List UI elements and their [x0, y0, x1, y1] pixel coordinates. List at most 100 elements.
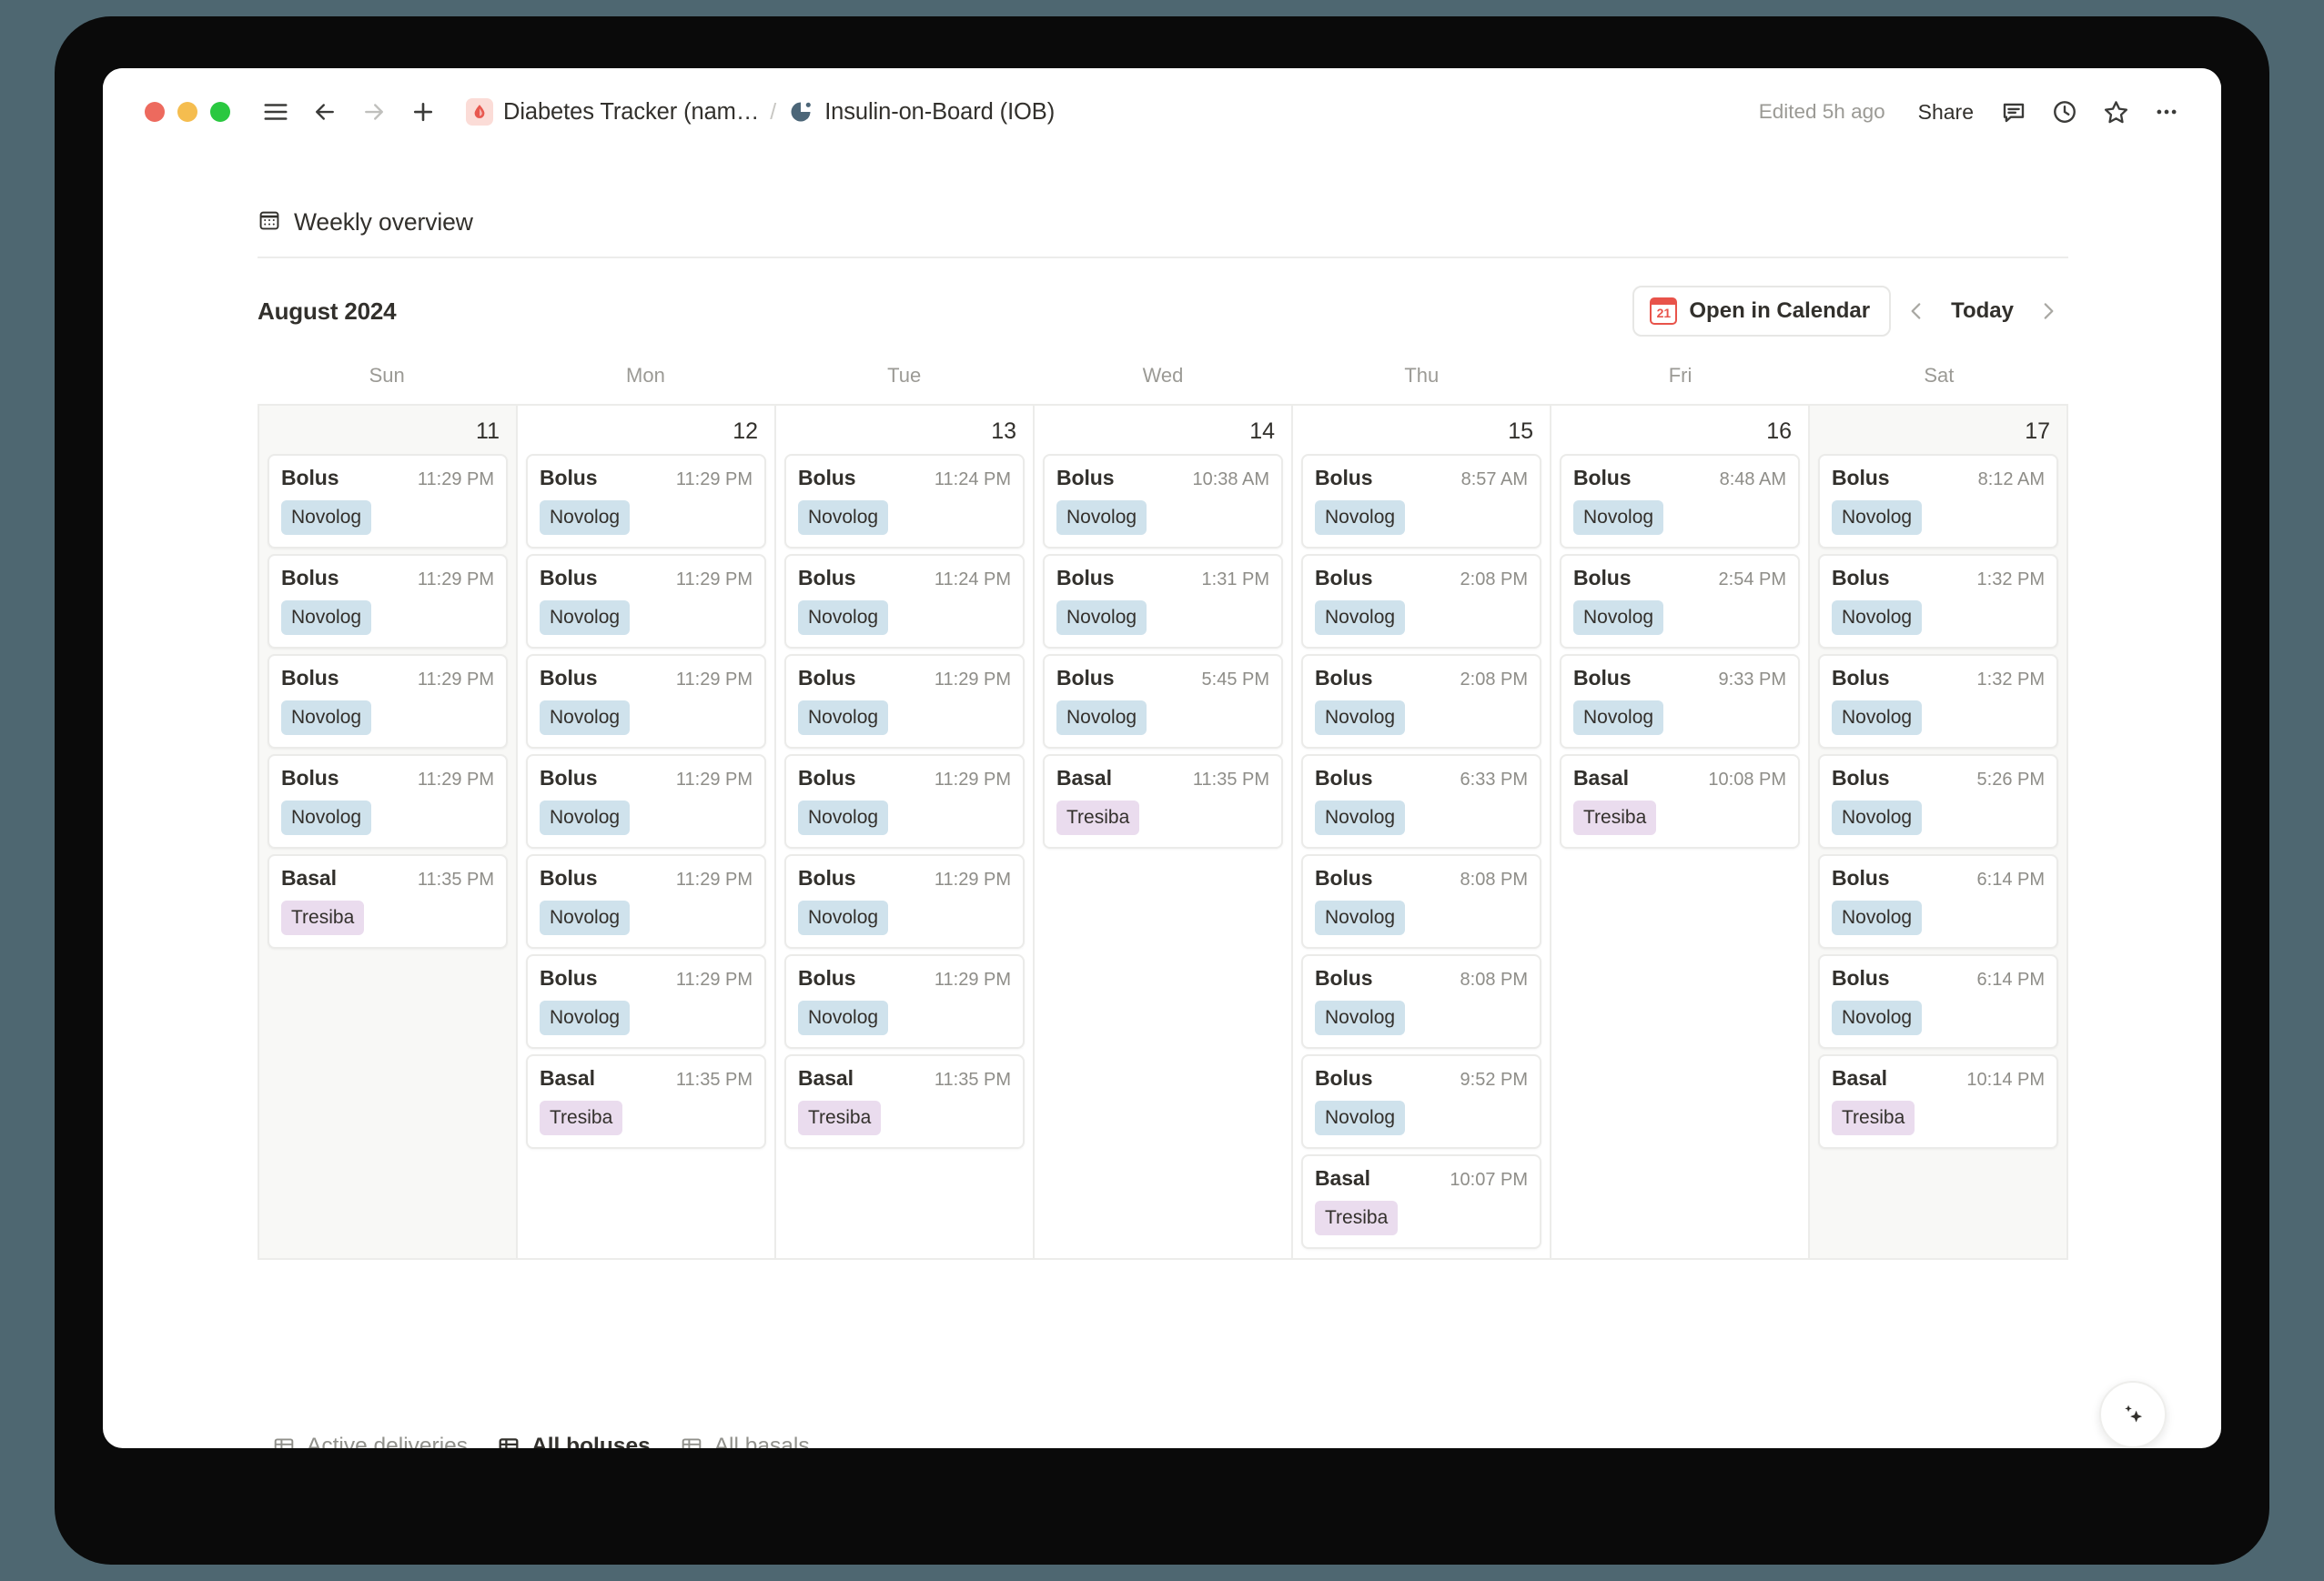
calendar-event-card[interactable]: Bolus 11:29 PM Novolog — [526, 954, 766, 1049]
calendar-event-title: Bolus — [540, 566, 598, 589]
calendar-day-cell[interactable]: 12 Bolus 11:29 PM Novolog Bolus 11:29 PM Novol… — [518, 406, 776, 1260]
calendar-event-header: Bolus 11:29 PM — [281, 566, 494, 590]
calendar-event-card[interactable]: Bolus 6:14 PM Novolog — [1818, 854, 2058, 949]
calendar-day-cell[interactable]: 14 Bolus 10:38 AM Novolog Bolus 1:31 PM Novolo… — [1035, 406, 1293, 1260]
calendar-event-card[interactable]: Basal 11:35 PM Tresiba — [268, 854, 508, 949]
calendar-event-card[interactable]: Bolus 6:14 PM Novolog — [1818, 954, 2058, 1049]
comment-icon[interactable] — [1990, 90, 2037, 134]
calendar-event-card[interactable]: Bolus 11:29 PM Novolog — [784, 654, 1025, 749]
calendar-event-card[interactable]: Basal 10:08 PM Tresiba — [1560, 754, 1800, 849]
calendar-event-card[interactable]: Bolus 11:29 PM Novolog — [268, 454, 508, 549]
calendar-event-card[interactable]: Bolus 11:29 PM Novolog — [784, 954, 1025, 1049]
forward-arrow-icon[interactable] — [352, 90, 396, 134]
calendar-event-card[interactable]: Bolus 11:29 PM Novolog — [526, 854, 766, 949]
calendar-event-card[interactable]: Bolus 1:31 PM Novolog — [1043, 554, 1283, 649]
calendar-event-card[interactable]: Bolus 5:26 PM Novolog — [1818, 754, 2058, 849]
calendar-event-card[interactable]: Basal 11:35 PM Tresiba — [526, 1054, 766, 1149]
calendar-event-time: 11:29 PM — [675, 970, 753, 990]
calendar-event-card[interactable]: Bolus 11:29 PM Novolog — [268, 654, 508, 749]
calendar-event-card[interactable]: Bolus 11:29 PM Novolog — [268, 554, 508, 649]
back-arrow-icon[interactable] — [303, 90, 347, 134]
calendar-event-time: 9:52 PM — [1460, 1070, 1528, 1090]
calendar-event-time: 11:29 PM — [417, 770, 494, 790]
calendar-event-title: Bolus — [1832, 666, 1890, 690]
calendar-event-card[interactable]: Bolus 9:33 PM Novolog — [1560, 654, 1800, 749]
calendar-event-card[interactable]: Bolus 2:08 PM Novolog — [1301, 654, 1541, 749]
calendar-event-title: Basal — [1832, 1066, 1887, 1090]
calendar-event-time: 11:29 PM — [934, 970, 1011, 990]
calendar-event-card[interactable]: Bolus 8:57 AM Novolog — [1301, 454, 1541, 549]
calendar-event-tag: Novolog — [1315, 1001, 1406, 1035]
calendar-event-tag: Novolog — [1315, 801, 1406, 835]
calendar-event-card[interactable]: Basal 11:35 PM Tresiba — [1043, 754, 1283, 849]
share-button[interactable]: Share — [1917, 99, 1974, 124]
blood-drop-icon — [466, 98, 493, 126]
calendar-event-card[interactable]: Bolus 11:29 PM Novolog — [784, 854, 1025, 949]
breadcrumb-current[interactable]: Insulin-on-Board (IOB) — [779, 94, 1063, 130]
maximize-window-button[interactable] — [210, 102, 230, 122]
calendar-event-card[interactable]: Bolus 11:29 PM Novolog — [268, 754, 508, 849]
history-clock-icon[interactable] — [2041, 90, 2088, 134]
calendar-day-cell[interactable]: 13 Bolus 11:24 PM Novolog Bolus 11:24 PM Novol… — [776, 406, 1035, 1260]
calendar-event-card[interactable]: Bolus 6:33 PM Novolog — [1301, 754, 1541, 849]
calendar-event-card[interactable]: Basal 10:14 PM Tresiba — [1818, 1054, 2058, 1149]
calendar-event-card[interactable]: Bolus 8:12 AM Novolog — [1818, 454, 2058, 549]
calendar-event-card[interactable]: Bolus 1:32 PM Novolog — [1818, 654, 2058, 749]
tab-all-basals[interactable]: All basals — [665, 1425, 824, 1448]
page-content: Weekly overview August 2024 21 Open in C… — [103, 208, 2221, 1448]
calendar-event-card[interactable]: Bolus 10:38 AM Novolog — [1043, 454, 1283, 549]
tab-all-boluses[interactable]: All boluses — [482, 1425, 665, 1448]
calendar-day-number: 15 — [1508, 418, 1533, 444]
calendar-event-time: 10:08 PM — [1708, 770, 1786, 790]
minimize-window-button[interactable] — [177, 102, 197, 122]
calendar-event-card[interactable]: Bolus 11:29 PM Novolog — [526, 454, 766, 549]
favorite-star-icon[interactable] — [2092, 90, 2139, 134]
calendar-event-header: Bolus 8:12 AM — [1832, 466, 2045, 490]
calendar-event-card[interactable]: Bolus 2:08 PM Novolog — [1301, 554, 1541, 649]
calendar-event-card[interactable]: Bolus 11:24 PM Novolog — [784, 554, 1025, 649]
calendar-event-card[interactable]: Bolus 8:48 AM Novolog — [1560, 454, 1800, 549]
calendar-event-card[interactable]: Bolus 11:29 PM Novolog — [526, 554, 766, 649]
calendar-event-card[interactable]: Bolus 8:08 PM Novolog — [1301, 854, 1541, 949]
calendar-event-card[interactable]: Basal 10:07 PM Tresiba — [1301, 1154, 1541, 1249]
calendar-day-events: Bolus 11:29 PM Novolog Bolus 11:29 PM Novolog… — [259, 454, 516, 949]
open-in-calendar-button[interactable]: 21 Open in Calendar — [1632, 286, 1892, 337]
more-options-icon[interactable] — [2143, 90, 2190, 134]
calendar-event-card[interactable]: Bolus 11:29 PM Novolog — [784, 754, 1025, 849]
calendar-event-card[interactable]: Bolus 9:52 PM Novolog — [1301, 1054, 1541, 1149]
calendar-event-time: 11:35 PM — [675, 1070, 753, 1090]
tab-active-deliveries[interactable]: Active deliveries — [258, 1425, 482, 1448]
calendar-day-cell[interactable]: 16 Bolus 8:48 AM Novolog Bolus 2:54 PM Novolog… — [1551, 406, 1810, 1260]
calendar-event-card[interactable]: Bolus 11:24 PM Novolog — [784, 454, 1025, 549]
calendar-event-time: 8:08 PM — [1460, 970, 1528, 990]
tab-label: All basals — [713, 1434, 810, 1448]
next-week-chevron-icon[interactable] — [2028, 291, 2068, 331]
calendar-event-time: 10:14 PM — [1966, 1070, 2045, 1090]
calendar-day-cell[interactable]: 15 Bolus 8:57 AM Novolog Bolus 2:08 PM Novolog… — [1293, 406, 1551, 1260]
calendar-day-cell[interactable]: 17 Bolus 8:12 AM Novolog Bolus 1:32 PM Novolog… — [1810, 406, 2068, 1260]
section-header: Weekly overview — [258, 208, 2068, 258]
calendar-event-card[interactable]: Bolus 11:29 PM Novolog — [526, 754, 766, 849]
calendar-event-tag: Novolog — [281, 700, 372, 735]
calendar-event-tag: Novolog — [281, 600, 372, 635]
calendar-event-card[interactable]: Bolus 11:29 PM Novolog — [526, 654, 766, 749]
day-name: Wed — [1142, 364, 1184, 387]
sidebar-toggle-icon[interactable] — [254, 90, 298, 134]
calendar-event-card[interactable]: Basal 11:35 PM Tresiba — [784, 1054, 1025, 1149]
previous-week-chevron-icon[interactable] — [1896, 291, 1936, 331]
calendar-event-time: 8:57 AM — [1460, 469, 1528, 489]
calendar-event-title: Bolus — [798, 866, 856, 890]
new-page-plus-icon[interactable] — [401, 90, 445, 134]
ai-assistant-button[interactable] — [2099, 1381, 2167, 1448]
calendar-event-card[interactable]: Bolus 1:32 PM Novolog — [1818, 554, 2058, 649]
calendar-event-card[interactable]: Bolus 5:45 PM Novolog — [1043, 654, 1283, 749]
calendar-event-card[interactable]: Bolus 2:54 PM Novolog — [1560, 554, 1800, 649]
calendar-event-header: Bolus 1:31 PM — [1056, 566, 1269, 590]
close-window-button[interactable] — [145, 102, 165, 122]
calendar-event-header: Bolus 2:54 PM — [1573, 566, 1786, 590]
today-button[interactable]: Today — [1951, 298, 2014, 323]
calendar-day-cell[interactable]: 11 Bolus 11:29 PM Novolog Bolus 11:29 PM Novol… — [259, 406, 518, 1260]
calendar-event-header: Bolus 8:57 AM — [1315, 466, 1528, 490]
calendar-event-card[interactable]: Bolus 8:08 PM Novolog — [1301, 954, 1541, 1049]
breadcrumb-parent[interactable]: Diabetes Tracker (nam… — [458, 94, 767, 130]
